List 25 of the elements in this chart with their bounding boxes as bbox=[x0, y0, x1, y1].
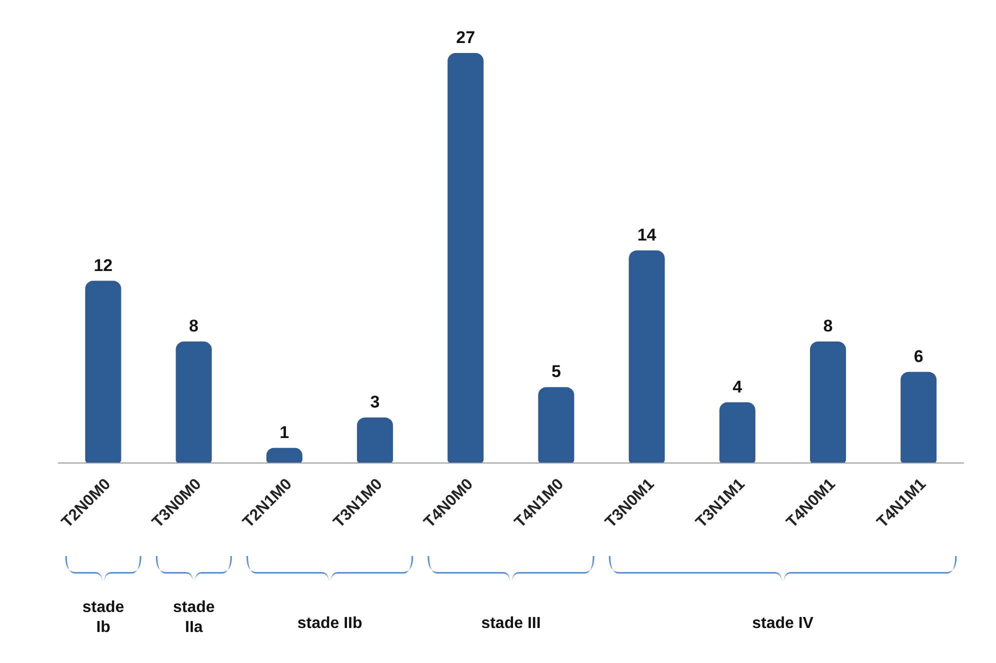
bar bbox=[266, 448, 302, 463]
text: stade III bbox=[481, 615, 541, 632]
bar bbox=[810, 342, 846, 463]
data-label: 1 bbox=[280, 422, 290, 442]
bar bbox=[719, 402, 756, 463]
data-label: 4 bbox=[732, 377, 743, 396]
text: stade Ib bbox=[82, 599, 124, 636]
bar bbox=[538, 387, 574, 463]
data-label: 8 bbox=[823, 316, 833, 336]
data-label: 6 bbox=[914, 346, 924, 366]
bar bbox=[176, 342, 212, 463]
data-label: 5 bbox=[551, 362, 561, 382]
text: stade IIb bbox=[297, 615, 362, 632]
data-label: 12 bbox=[94, 256, 113, 275]
data-label: 27 bbox=[456, 28, 476, 47]
data-label: 14 bbox=[637, 225, 657, 244]
data-label: 8 bbox=[189, 316, 199, 336]
data-label: 3 bbox=[370, 392, 380, 412]
text: stade IV bbox=[752, 615, 814, 632]
bar bbox=[900, 372, 937, 463]
bar bbox=[448, 53, 484, 463]
bar bbox=[356, 417, 393, 463]
text: stade IIa bbox=[173, 599, 215, 636]
bar bbox=[628, 250, 665, 463]
bar bbox=[85, 280, 122, 463]
